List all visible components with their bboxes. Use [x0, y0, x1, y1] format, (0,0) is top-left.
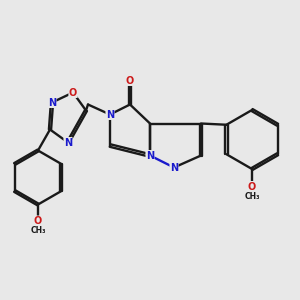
Text: N: N — [48, 98, 56, 107]
Text: N: N — [106, 110, 114, 119]
Text: N: N — [146, 151, 154, 160]
Text: CH₃: CH₃ — [244, 192, 260, 201]
Text: O: O — [248, 182, 256, 191]
Text: N: N — [64, 137, 72, 148]
Text: O: O — [248, 182, 256, 191]
Text: O: O — [34, 216, 42, 226]
Text: O: O — [126, 76, 134, 85]
Text: O: O — [69, 88, 77, 98]
Text: CH₃: CH₃ — [30, 226, 46, 235]
Text: N: N — [170, 163, 178, 172]
